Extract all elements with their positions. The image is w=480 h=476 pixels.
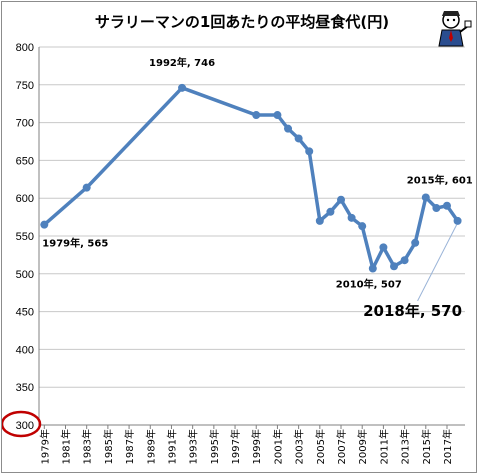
x-tick-label: 1997年	[229, 429, 242, 464]
data-point	[411, 238, 420, 247]
y-tick-label: 450	[16, 307, 34, 319]
data-point	[358, 222, 367, 231]
y-tick-label: 500	[16, 269, 34, 281]
data-point	[273, 111, 282, 120]
data-point	[453, 216, 462, 225]
data-point	[390, 262, 398, 271]
data-point	[252, 111, 261, 120]
data-point	[294, 134, 303, 143]
x-tick-label: 2011年	[377, 429, 390, 464]
data-point	[442, 201, 451, 210]
data-point	[326, 207, 335, 216]
x-tick-label: 2017年	[441, 429, 454, 464]
x-tick-label: 2003年	[293, 429, 306, 464]
data-point	[305, 147, 314, 156]
data-point	[432, 204, 441, 213]
y-tick-label: 700	[16, 118, 34, 130]
x-tick-label: 1991年	[165, 429, 178, 464]
x-tick-label: 1993年	[187, 429, 200, 464]
x-tick-label: 1989年	[144, 429, 157, 464]
x-tick-label: 1995年	[208, 429, 221, 464]
data-label: 1979年, 565	[42, 237, 108, 250]
data-label: 2018年, 570	[363, 302, 462, 320]
data-point	[315, 216, 324, 225]
x-tick-label: 2005年	[314, 429, 327, 464]
x-tick-label: 1979年	[38, 429, 51, 464]
data-label: 2010年, 507	[336, 278, 402, 291]
x-tick-label: 2015年	[420, 429, 433, 464]
data-label: 1992年, 746	[149, 56, 215, 69]
x-tick-label: 2001年	[271, 429, 284, 464]
data-point	[40, 220, 49, 229]
x-tick-label: 1981年	[59, 429, 72, 464]
y-tick-label: 800	[16, 42, 34, 54]
y-axis-300-highlight	[2, 410, 42, 438]
data-point	[400, 256, 409, 265]
data-point	[368, 264, 377, 273]
y-tick-label: 750	[16, 80, 34, 92]
x-tick-label: 1983年	[81, 429, 94, 464]
data-point	[421, 193, 430, 202]
data-point	[284, 124, 293, 133]
x-tick-label: 1999年	[250, 429, 263, 464]
series-line	[43, 86, 460, 271]
annotation-leader-line	[417, 224, 458, 302]
y-tick-label: 600	[16, 193, 34, 205]
x-tick-label: 2009年	[356, 429, 369, 464]
y-tick-label: 300	[16, 420, 34, 432]
y-tick-label: 350	[16, 382, 34, 394]
y-tick-label: 550	[16, 231, 34, 243]
x-tick-label: 2007年	[335, 429, 348, 464]
data-point	[379, 243, 388, 252]
data-point	[82, 183, 91, 192]
data-point	[347, 213, 356, 222]
y-tick-label: 400	[16, 344, 34, 356]
y-tick-label: 650	[16, 155, 34, 167]
x-tick-label: 1985年	[102, 429, 115, 464]
data-point	[178, 83, 187, 92]
x-tick-label: 1987年	[123, 429, 136, 464]
data-point	[337, 195, 346, 204]
mascot-illustration	[438, 11, 472, 47]
chart-title: サラリーマンの1回あたりの平均昼食代(円)	[94, 13, 390, 31]
x-tick-label: 2013年	[399, 429, 412, 464]
data-label: 2015年, 601	[407, 173, 473, 186]
